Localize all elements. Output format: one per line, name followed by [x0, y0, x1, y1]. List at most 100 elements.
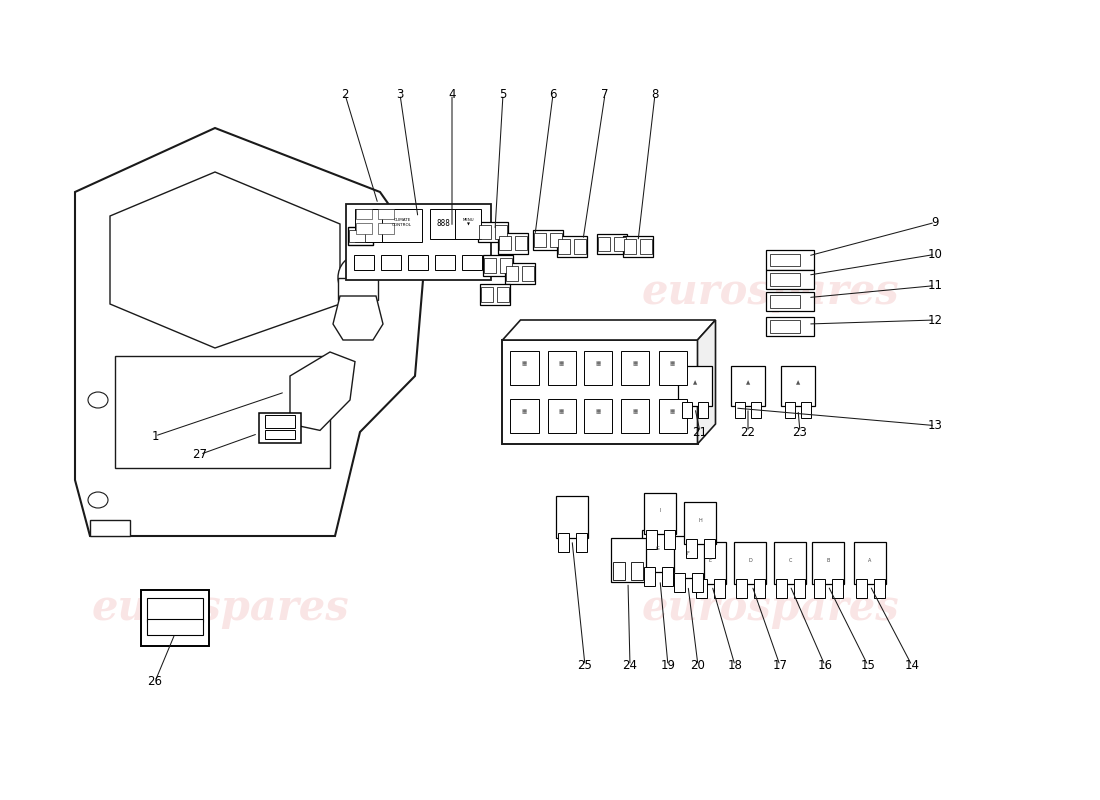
- Polygon shape: [110, 172, 340, 348]
- Bar: [478, 225, 491, 239]
- Bar: [558, 239, 570, 254]
- Bar: [382, 209, 422, 242]
- Bar: [793, 579, 804, 598]
- Bar: [356, 209, 372, 219]
- Bar: [644, 567, 654, 586]
- Bar: [732, 366, 764, 406]
- Bar: [506, 266, 518, 281]
- Bar: [574, 239, 586, 254]
- Text: ▲: ▲: [746, 380, 750, 385]
- Bar: [673, 573, 684, 592]
- Text: 15: 15: [860, 659, 876, 672]
- Polygon shape: [697, 320, 715, 444]
- Bar: [631, 562, 644, 580]
- Circle shape: [88, 492, 108, 508]
- Bar: [614, 237, 626, 251]
- Bar: [481, 287, 493, 302]
- Bar: [147, 619, 204, 635]
- Bar: [766, 270, 814, 289]
- Bar: [500, 258, 512, 273]
- Text: 7: 7: [602, 88, 608, 101]
- Polygon shape: [338, 278, 378, 300]
- Bar: [678, 366, 712, 406]
- Bar: [644, 493, 676, 534]
- Text: ▦: ▦: [521, 409, 527, 414]
- Text: 24: 24: [623, 659, 638, 672]
- Bar: [856, 579, 867, 598]
- Text: CLIMATE
CONTROL: CLIMATE CONTROL: [392, 218, 412, 226]
- Bar: [704, 539, 715, 558]
- Bar: [854, 542, 886, 584]
- Bar: [610, 538, 646, 582]
- Text: MENU
▼: MENU ▼: [462, 218, 474, 226]
- Text: G: G: [656, 546, 660, 550]
- Text: 18: 18: [727, 659, 742, 672]
- Bar: [770, 295, 800, 308]
- Bar: [505, 263, 535, 284]
- Ellipse shape: [338, 256, 378, 300]
- Bar: [348, 227, 373, 245]
- Bar: [623, 236, 653, 257]
- Bar: [548, 399, 575, 433]
- Polygon shape: [75, 128, 425, 536]
- Text: 26: 26: [147, 675, 163, 688]
- Text: 23: 23: [793, 426, 807, 438]
- Bar: [147, 598, 204, 622]
- Bar: [455, 209, 481, 239]
- Bar: [621, 351, 649, 385]
- Bar: [734, 542, 766, 584]
- Text: H: H: [698, 518, 702, 522]
- Bar: [356, 223, 372, 234]
- Text: ▦: ▦: [670, 409, 675, 414]
- Bar: [534, 230, 563, 250]
- Bar: [685, 539, 696, 558]
- Bar: [381, 255, 402, 270]
- Bar: [534, 233, 546, 247]
- Bar: [515, 236, 527, 250]
- Text: 888: 888: [436, 219, 450, 229]
- Bar: [659, 351, 686, 385]
- Polygon shape: [333, 296, 383, 340]
- Bar: [558, 533, 569, 552]
- Bar: [770, 320, 800, 333]
- Bar: [714, 579, 725, 598]
- Bar: [548, 351, 575, 385]
- Bar: [642, 530, 674, 572]
- Bar: [584, 351, 613, 385]
- Bar: [735, 402, 745, 418]
- Text: 10: 10: [927, 248, 943, 261]
- Bar: [265, 430, 295, 439]
- Bar: [584, 399, 613, 433]
- Bar: [462, 255, 482, 270]
- Text: 22: 22: [740, 426, 756, 438]
- Text: 20: 20: [691, 659, 705, 672]
- Bar: [770, 254, 800, 266]
- Bar: [873, 579, 884, 598]
- Text: eurospares: eurospares: [641, 271, 899, 313]
- Bar: [378, 209, 394, 219]
- Text: 9: 9: [932, 216, 938, 229]
- Bar: [801, 402, 811, 418]
- Bar: [483, 255, 513, 276]
- Text: eurospares: eurospares: [91, 587, 349, 629]
- Bar: [478, 222, 508, 242]
- Bar: [832, 579, 843, 598]
- Bar: [480, 284, 510, 305]
- Text: 4: 4: [449, 88, 455, 101]
- Text: 16: 16: [817, 659, 833, 672]
- Text: 27: 27: [192, 448, 208, 461]
- Bar: [661, 567, 672, 586]
- Bar: [814, 579, 825, 598]
- Bar: [499, 236, 512, 250]
- Bar: [646, 530, 657, 549]
- Text: F: F: [686, 551, 690, 556]
- Text: 12: 12: [927, 314, 943, 326]
- Text: B: B: [826, 558, 829, 562]
- Text: 13: 13: [927, 419, 943, 432]
- Bar: [434, 255, 455, 270]
- Bar: [345, 204, 491, 280]
- Bar: [597, 234, 627, 254]
- Text: ▦: ▦: [596, 409, 601, 414]
- Text: ▦: ▦: [559, 409, 564, 414]
- Bar: [698, 402, 708, 418]
